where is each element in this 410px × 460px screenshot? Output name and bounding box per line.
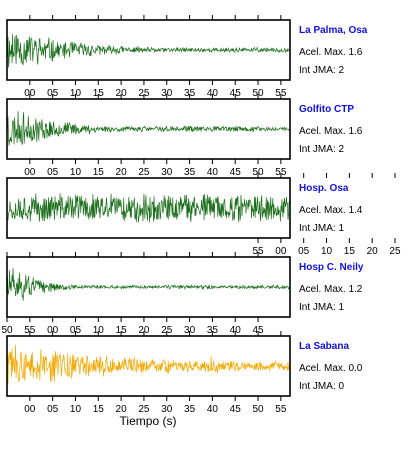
tick-label: 05: [47, 404, 59, 415]
tick-label: 05: [47, 167, 59, 178]
tick-label: 15: [93, 404, 105, 415]
panel-frame: [6, 335, 291, 397]
trace-line: [6, 268, 291, 301]
panel-5: 00 05 10 15 20 25 30 35 40 45 50 55: [6, 331, 291, 415]
tick-label: 10: [93, 325, 105, 336]
tick-label: 55: [252, 246, 264, 257]
tick-label: 35: [184, 88, 196, 99]
tick-label: 20: [138, 325, 150, 336]
panel-frame: [6, 177, 291, 239]
tick-label: 30: [184, 325, 196, 336]
tick-label: 45: [230, 88, 242, 99]
acel-max-label: Acel. Max. 1.6: [299, 126, 363, 137]
panel-1: 00 05 10 15 20 25 30 35 40 45 50 55: [6, 15, 291, 99]
acel-max-label: Acel. Max. 1.4: [299, 205, 363, 216]
tick-label: 55: [275, 88, 287, 99]
tick-label: 50: [1, 325, 13, 336]
station-name: Golfito CTP: [299, 104, 354, 115]
tick-label: 05: [47, 88, 59, 99]
tick-label: 20: [116, 404, 128, 415]
acel-max-label: Acel. Max. 1.6: [299, 47, 363, 58]
station-name: La Sabana: [299, 341, 350, 352]
tick-label: 40: [230, 325, 242, 336]
panel-frame: [6, 98, 291, 160]
tick-label: 00: [47, 325, 59, 336]
tick-label: 30: [161, 404, 173, 415]
acel-max-label: Acel. Max. 1.2: [299, 284, 363, 295]
tick-label: 10: [70, 167, 82, 178]
tick-label: 25: [138, 404, 150, 415]
panel-4: 50 55 00 05 10 15 20 25 30 35 40 45: [1, 252, 291, 336]
station-name: La Palma, Osa: [299, 25, 368, 36]
tick-label: 10: [321, 246, 333, 257]
tick-label: 15: [93, 167, 105, 178]
tick-label: 20: [116, 88, 128, 99]
int-jma-label: Int JMA: 1: [299, 223, 345, 234]
tick-label: 25: [389, 246, 401, 257]
tick-label: 25: [138, 167, 150, 178]
tick-label: 50: [252, 167, 264, 178]
tick-label: 45: [252, 325, 264, 336]
tick-label: 00: [275, 246, 287, 257]
tick-label: 00: [24, 88, 36, 99]
tick-label: 15: [116, 325, 128, 336]
trace-line: [6, 34, 291, 68]
tick-label: 45: [230, 404, 242, 415]
tick-label: 15: [93, 88, 105, 99]
tick-label: 10: [70, 404, 82, 415]
tick-label: 35: [184, 404, 196, 415]
tick-label: 40: [207, 404, 219, 415]
x-axis-label: Tiempo (s): [120, 414, 177, 428]
panel-frame: [6, 19, 291, 81]
acel-max-label: Acel. Max. 0.0: [299, 363, 363, 374]
trace-line: [6, 193, 291, 223]
seismogram-panels: 00 05 10 15 20 25 30 35 40 45 50 55 00 05 10 15 20 25 30 35…: [1, 15, 401, 415]
tick-label: 25: [138, 88, 150, 99]
tick-label: 35: [207, 325, 219, 336]
tick-label: 00: [24, 167, 36, 178]
tick-label: 15: [344, 246, 356, 257]
tick-label: 30: [161, 167, 173, 178]
int-jma-label: Int JMA: 0: [299, 381, 345, 392]
int-jma-label: Int JMA: 1: [299, 302, 345, 313]
tick-label: 50: [252, 404, 264, 415]
tick-label: 35: [184, 167, 196, 178]
int-jma-label: Int JMA: 2: [299, 65, 345, 76]
tick-label: 45: [230, 167, 242, 178]
panel-2: 00 05 10 15 20 25 30 35 40 45 50 55: [6, 94, 291, 178]
int-jma-label: Int JMA: 2: [299, 144, 345, 155]
tick-label: 20: [367, 246, 379, 257]
tick-label: 25: [161, 325, 173, 336]
tick-label: 30: [161, 88, 173, 99]
tick-label: 05: [70, 325, 82, 336]
tick-label: 55: [275, 404, 287, 415]
tick-label: 55: [24, 325, 36, 336]
tick-label: 00: [24, 404, 36, 415]
station-name: Hosp C. Neily: [299, 262, 364, 273]
tick-label: 40: [207, 88, 219, 99]
trace-line: [6, 111, 291, 146]
trace-line: [6, 344, 291, 385]
panel-frame: [6, 256, 291, 318]
station-name: Hosp. Osa: [299, 183, 349, 194]
tick-label: 50: [252, 88, 264, 99]
tick-label: 20: [116, 167, 128, 178]
tick-label: 10: [70, 88, 82, 99]
tick-label: 05: [298, 246, 310, 257]
tick-label: 55: [275, 167, 287, 178]
tick-label: 40: [207, 167, 219, 178]
